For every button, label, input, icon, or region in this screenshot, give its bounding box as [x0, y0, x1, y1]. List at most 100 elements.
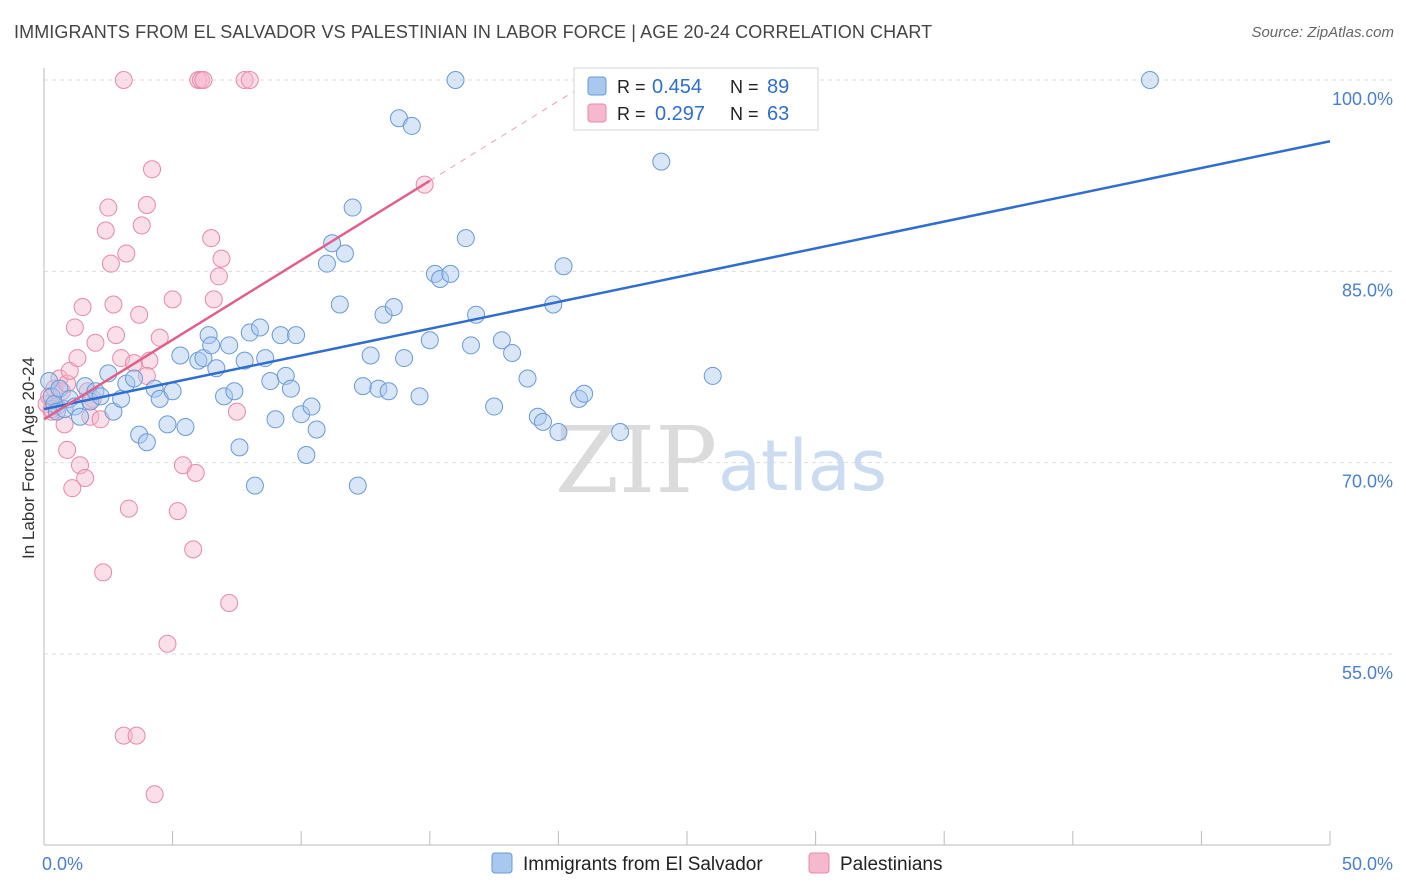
correlation-legend: R = 0.454 N = 89 R = 0.297 N = 63 — [573, 67, 819, 131]
legend-n-value-pink: 63 — [767, 103, 789, 125]
y-axis-label: In Labor Force | Age 20-24 — [19, 357, 38, 559]
data-point — [343, 198, 362, 217]
x-tick-marks — [43, 831, 1331, 845]
data-point — [384, 298, 403, 317]
x-tick-labels: 0.0% 50.0% — [42, 854, 1393, 874]
data-point — [348, 476, 367, 495]
data-point — [132, 216, 151, 235]
legend-n-label-pink: N = — [730, 104, 759, 124]
series-swatch-el-salvador — [491, 852, 513, 874]
data-point — [65, 318, 84, 337]
data-point — [245, 476, 264, 495]
series-swatch-palestinians — [808, 852, 830, 874]
data-point — [1140, 71, 1159, 89]
data-point — [456, 229, 475, 248]
data-point — [163, 382, 182, 401]
series-label-el-salvador: Immigrants from El Salvador — [523, 854, 763, 875]
legend-r-value-blue: 0.454 — [652, 76, 702, 98]
watermark-atlas: atlas — [718, 425, 887, 507]
series-label-palestinians: Palestinians — [840, 854, 942, 875]
data-point — [204, 290, 223, 309]
data-point — [101, 254, 120, 273]
legend-r-value-pink: 0.297 — [655, 103, 705, 125]
data-point — [230, 438, 249, 457]
data-point — [86, 382, 105, 401]
data-point — [130, 305, 149, 324]
data-point — [158, 634, 177, 653]
data-point — [189, 351, 208, 370]
data-point — [235, 71, 254, 89]
data-point — [168, 502, 187, 521]
data-point — [104, 295, 123, 314]
legend-n-value-blue: 89 — [767, 76, 789, 98]
data-point — [287, 326, 306, 345]
data-point — [446, 71, 465, 89]
legend-swatch-blue — [587, 76, 607, 96]
source-credit: Source: ZipAtlas.com — [1251, 24, 1394, 41]
data-point — [220, 336, 239, 355]
data-point — [240, 71, 259, 89]
data-point — [130, 425, 149, 444]
data-point — [235, 351, 254, 370]
data-point — [652, 152, 671, 171]
data-point — [410, 387, 429, 406]
data-point — [240, 323, 259, 342]
data-point — [184, 540, 203, 559]
data-point — [186, 463, 205, 482]
data-point — [71, 407, 90, 426]
data-point — [225, 382, 244, 401]
data-point — [171, 346, 190, 365]
palestinians-points — [37, 71, 434, 804]
data-point — [212, 249, 231, 268]
data-point — [251, 318, 270, 337]
data-point — [395, 349, 414, 368]
data-point — [73, 298, 92, 317]
trend-lines — [43, 84, 1331, 421]
data-point — [402, 116, 421, 135]
data-point — [194, 71, 213, 89]
data-point — [176, 417, 195, 436]
data-point — [425, 264, 444, 283]
data-point — [119, 499, 138, 518]
data-point — [420, 331, 439, 350]
data-point — [374, 305, 393, 324]
data-point — [163, 290, 182, 309]
data-point — [199, 326, 218, 345]
data-point — [569, 389, 588, 408]
data-point — [703, 366, 722, 385]
data-point — [302, 397, 321, 416]
data-point — [202, 229, 221, 248]
data-point — [441, 264, 460, 283]
y-tick-label: 100.0% — [1332, 89, 1393, 109]
data-point — [68, 349, 87, 368]
data-point — [330, 295, 349, 314]
data-point — [575, 384, 594, 403]
data-point — [518, 369, 537, 388]
data-point — [317, 254, 336, 273]
palestinians-trend-line — [43, 179, 431, 421]
y-tick-labels: 55.0% 70.0% 85.0% 100.0% — [1332, 89, 1393, 683]
el-salvador-trend-line — [43, 140, 1331, 411]
data-point — [281, 379, 300, 398]
data-point — [86, 333, 105, 352]
data-point — [125, 369, 144, 388]
data-point — [533, 412, 552, 431]
y-tick-label: 55.0% — [1342, 663, 1393, 683]
data-point — [220, 593, 239, 612]
data-point — [549, 423, 568, 442]
data-point — [266, 410, 285, 429]
data-point — [611, 423, 630, 442]
data-point — [261, 372, 280, 391]
data-point — [431, 269, 450, 288]
data-point — [81, 407, 100, 426]
data-point — [114, 726, 133, 745]
data-point — [227, 402, 246, 421]
data-point — [209, 267, 228, 286]
legend-r-label-blue: R = — [617, 77, 646, 97]
x-tick-label: 50.0% — [1342, 854, 1393, 874]
data-point — [292, 405, 311, 424]
data-point — [137, 433, 156, 452]
data-point — [158, 415, 177, 434]
data-point — [137, 196, 156, 215]
